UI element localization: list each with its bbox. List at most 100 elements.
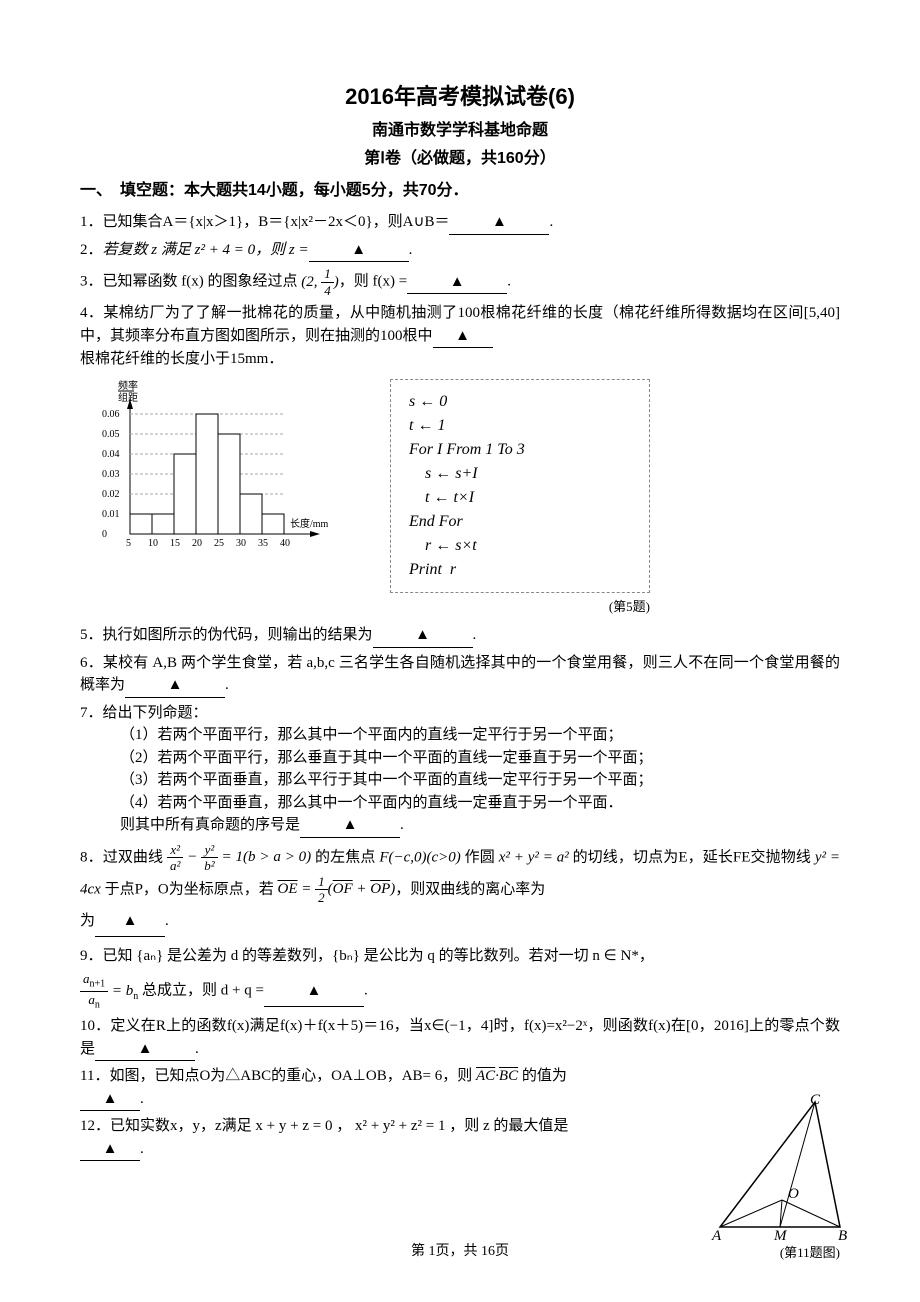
q8-e: 于点P，O为坐标原点，若 (105, 881, 274, 897)
question-8: 8．过双曲线 x²a² − y²b² = 1(b > a > 0) 的左焦点 F… (80, 842, 840, 937)
subtitle-2: 第Ⅰ卷（必做题，共160分） (80, 147, 840, 171)
svg-text:35: 35 (258, 538, 268, 549)
svg-text:0: 0 (102, 529, 107, 540)
q9-c: . (364, 983, 368, 999)
svg-text:30: 30 (236, 538, 246, 549)
q3-blank (407, 271, 507, 295)
svg-text:0.06: 0.06 (102, 409, 120, 420)
page-title: 2016年高考模拟试卷(6) (80, 80, 840, 113)
q8-num: 8． (80, 849, 103, 865)
svg-text:20: 20 (192, 538, 202, 549)
q12-blank (80, 1138, 140, 1162)
q6-num: 6． (80, 655, 103, 671)
q8-c: 作圆 (465, 849, 495, 865)
q2-b: . (409, 242, 413, 258)
q7-item-4: （4）若两个平面垂直，那么其中一个平面内的直线一定垂直于另一个平面． (80, 792, 840, 815)
tri-label-m: M (773, 1228, 788, 1242)
footer-page: 第 1页，共 16页 (411, 1244, 509, 1259)
q7-item-1: （1）若两个平面平行，那么其中一个平面内的直线一定平行于另一个平面； (80, 724, 840, 747)
q10-b: . (195, 1041, 199, 1057)
q12-num: 12． (80, 1118, 110, 1134)
q1-blank (449, 211, 549, 235)
q7-item-2: （2）若两个平面平行，那么垂直于其中一个平面的直线一定垂直于另一个平面； (80, 747, 840, 770)
q12-b: . (140, 1141, 144, 1157)
triangle-figure: C A B M O (710, 1092, 850, 1242)
q7-num: 7． (80, 705, 103, 721)
q8-blank (95, 906, 165, 937)
q12-a: 已知实数x，y，z满足 x + y + z = 0 ， x² + y² + z²… (110, 1118, 568, 1134)
q5-b: . (473, 627, 477, 643)
pseudocode-caption: (第5题) (390, 597, 650, 617)
q8-b: 的左焦点 (315, 849, 375, 865)
q7-tail-a: 则其中所有真命题的序号是 (120, 817, 300, 833)
q5-a: 执行如图所示的伪代码，则输出的结果为 (103, 627, 373, 643)
q6-b: . (225, 677, 229, 693)
tri-label-o: O (788, 1186, 799, 1202)
svg-text:0.05: 0.05 (102, 429, 120, 440)
q2-num: 2． (80, 242, 103, 258)
question-4: 4．某棉纺厂为了了解一批棉花的质量，从中随机抽测了100根棉花纤维的长度（棉花纤… (80, 302, 840, 371)
q8-d: 的切线，切点为E，延长FE交抛物线 (573, 849, 811, 865)
svg-text:5: 5 (126, 538, 131, 549)
q3-num: 3． (80, 274, 103, 290)
q8-eq5: OE = 12(OF + OP) (278, 881, 396, 897)
q5-num: 5． (80, 627, 103, 643)
q9-blank (264, 976, 364, 1007)
q8-f: ，则双曲线的离心率为 (395, 881, 545, 897)
q11-num: 11． (80, 1068, 109, 1084)
q10-num: 10． (80, 1018, 110, 1034)
svg-text:10: 10 (148, 538, 158, 549)
q8-eq1: x²a² − y²b² = 1(b > a > 0) (167, 849, 311, 865)
q8-a: 过双曲线 (103, 849, 163, 865)
q11-eq: AC·BC (476, 1068, 518, 1084)
q11-b: 的值为 (522, 1068, 567, 1084)
hist-ylabel-bot: 组距 (118, 391, 138, 404)
q2-blank (309, 239, 409, 263)
q5-blank (373, 624, 473, 648)
svg-text:0.04: 0.04 (102, 449, 120, 460)
svg-text:0.03: 0.03 (102, 469, 120, 480)
svg-text:25: 25 (214, 538, 224, 549)
q3-point: (2, 14) (301, 274, 339, 290)
question-3: 3．已知幂函数 f(x) 的图象经过点 (2, 14)，则 f(x) =. (80, 266, 840, 298)
q9-b: 总成立，则 d + q = (142, 983, 264, 999)
q11-a: 如图，已知点O为△ABC的重心，OA⊥OB，AB= 6，则 (109, 1068, 472, 1084)
q11-blank (80, 1088, 140, 1112)
question-1: 1．已知集合A＝{x|x＞1}，B＝{x|x²－2x＜0}，则A∪B＝. (80, 211, 840, 235)
pseudocode-container: s ← 0t ← 1For I From 1 To 3 s ← s+I t ← … (390, 379, 650, 617)
subtitle-1: 南通市数学学科基地命题 (80, 119, 840, 143)
q9-eq: an+1an = bn (80, 983, 138, 999)
q7-tail: 则其中所有真命题的序号是. (80, 814, 840, 838)
question-5: 5．执行如图所示的伪代码，则输出的结果为. (80, 624, 840, 648)
q8-g: . (165, 913, 169, 929)
tri-label-a: A (711, 1228, 722, 1242)
svg-text:15: 15 (170, 538, 180, 549)
question-2: 2．若复数 z 满足 z² + 4 = 0，则 z =. (80, 239, 840, 263)
q7-blank (300, 814, 400, 838)
q7-tail-b: . (400, 817, 404, 833)
q8-eq2: F(−c,0)(c>0) (379, 849, 460, 865)
q3-c: . (507, 274, 511, 290)
page-footer: 第 1页，共 16页 (0, 1241, 920, 1262)
q9-num: 9． (80, 948, 103, 964)
svg-text:40: 40 (280, 538, 290, 549)
q9-a: 已知 {aₙ} 是公差为 d 的等差数列，{bₙ} 是公比为 q 的等比数列。若… (103, 948, 654, 964)
tri-label-b: B (838, 1228, 847, 1242)
histogram-figure: 频率 组距 长度/mm 00.010.020.030.040.050.06 51… (100, 379, 330, 554)
q3-b: ，则 f(x) = (339, 274, 407, 290)
figure-row: 频率 组距 长度/mm 00.010.020.030.040.050.06 51… (100, 379, 840, 617)
q8-eq3: x² + y² = a² (499, 849, 569, 865)
hist-xticks: 5 10 15 20 25 30 35 40 (126, 538, 290, 549)
q10-blank (95, 1038, 195, 1062)
q4-b: 根棉花纤维的长度小于15mm． (80, 351, 283, 367)
question-6: 6．某校有 A,B 两个学生食堂，若 a,b,c 三名学生各自随机选择其中的一个… (80, 652, 840, 698)
q3-a: 已知幂函数 f(x) 的图象经过点 (103, 274, 298, 290)
pseudocode-box: s ← 0t ← 1For I From 1 To 3 s ← s+I t ← … (390, 379, 650, 593)
hist-xlabel: 长度/mm (290, 517, 329, 530)
q4-num: 4． (80, 305, 103, 321)
q6-blank (125, 674, 225, 698)
q11-c: . (140, 1091, 144, 1107)
section-heading: 一、 填空题：本大题共14小题，每小题5分，共70分． (80, 179, 840, 203)
q1-a: 已知集合A＝{x|x＞1}，B＝{x|x²－2x＜0}，则A∪B＝ (103, 214, 450, 230)
q1-b: . (549, 214, 553, 230)
